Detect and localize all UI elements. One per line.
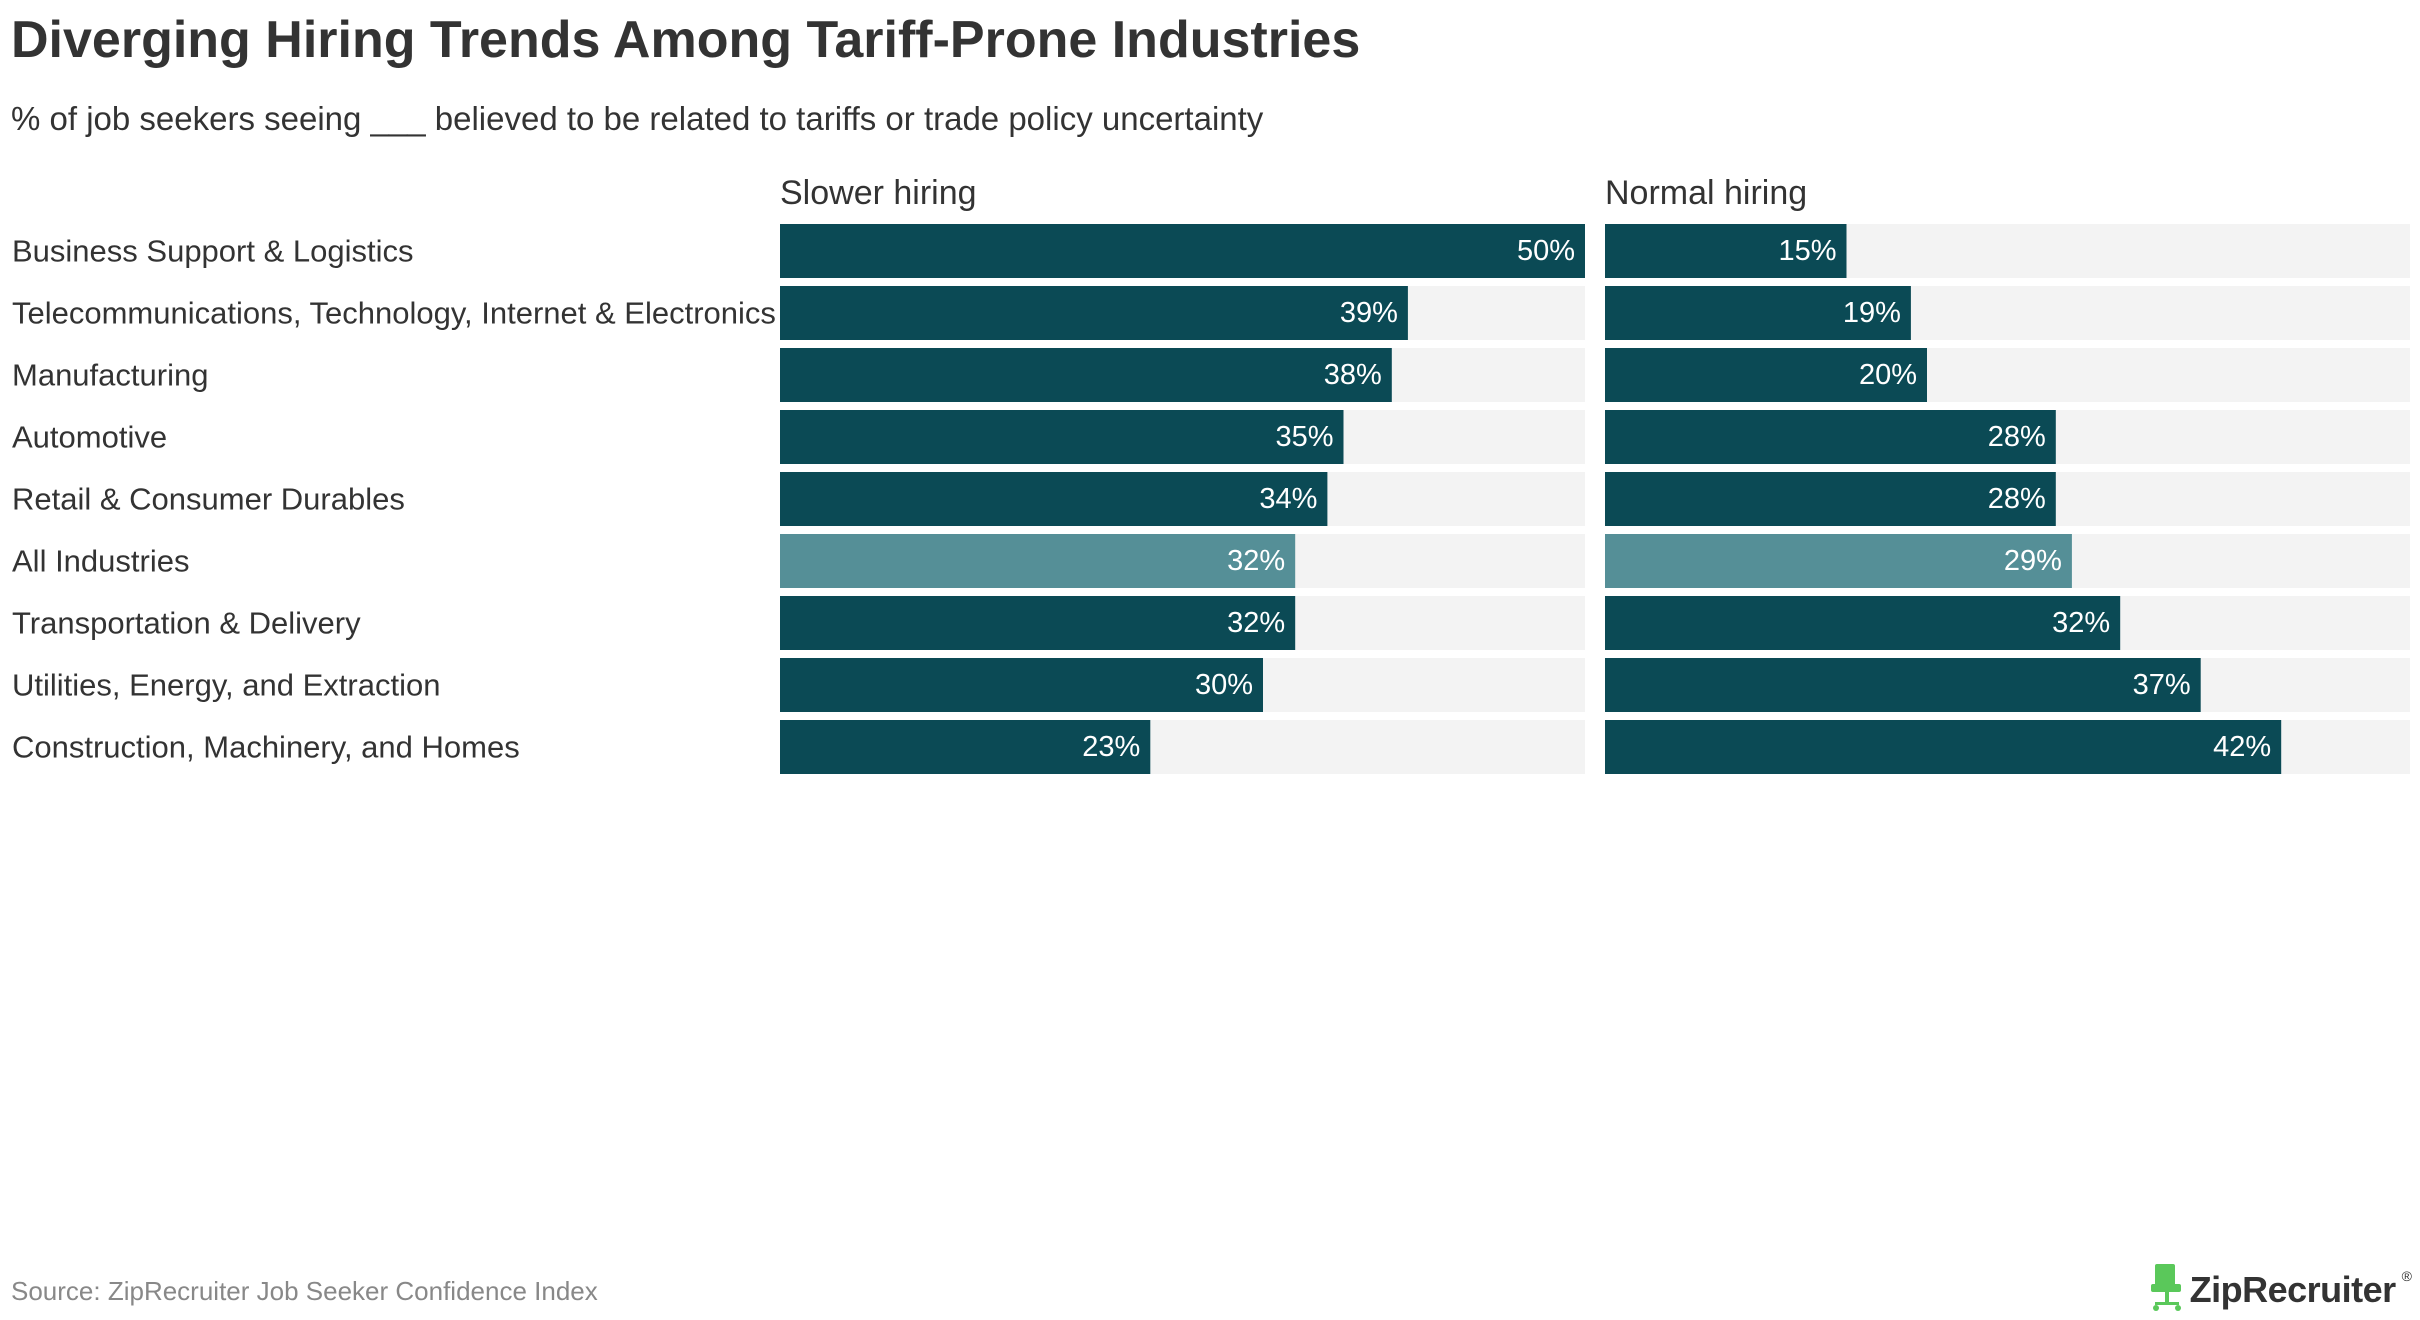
data-label: 30%: [1195, 669, 1253, 701]
bar: [780, 472, 1328, 526]
bar: [780, 658, 1263, 712]
brand-registered-mark: ®: [2401, 1268, 2412, 1284]
category-label: Automotive: [12, 420, 167, 455]
data-label: 42%: [2213, 731, 2271, 763]
data-label: 50%: [1517, 235, 1575, 267]
chart-title: Diverging Hiring Trends Among Tariff-Pro…: [11, 11, 1361, 69]
bar: [1605, 410, 2056, 464]
data-label: 34%: [1259, 483, 1317, 515]
category-label: Retail & Consumer Durables: [12, 482, 405, 517]
category-label: Construction, Machinery, and Homes: [12, 730, 520, 765]
bar: [780, 534, 1296, 588]
chart-subtitle: % of job seekers seeing ___ believed to …: [11, 100, 1264, 137]
data-label: 28%: [1988, 483, 2046, 515]
data-label: 15%: [1778, 235, 1836, 267]
category-label: Telecommunications, Technology, Internet…: [12, 296, 776, 331]
bar: [1605, 224, 1847, 278]
bar: [1605, 534, 2072, 588]
data-label: 32%: [1227, 545, 1285, 577]
bar: [780, 348, 1392, 402]
bar: [780, 286, 1408, 340]
bar: [1605, 286, 1911, 340]
data-label: 19%: [1843, 297, 1901, 329]
source-note: Source: ZipRecruiter Job Seeker Confiden…: [11, 1276, 598, 1306]
bar: [1605, 596, 2121, 650]
panel-title: Slower hiring: [780, 174, 977, 212]
panel-title: Normal hiring: [1605, 174, 1807, 212]
data-label: 32%: [2052, 607, 2110, 639]
data-label: 38%: [1324, 359, 1382, 391]
data-label: 20%: [1859, 359, 1917, 391]
data-label: 28%: [1988, 421, 2046, 453]
data-label: 37%: [2133, 669, 2191, 701]
bar: [780, 224, 1585, 278]
data-label: 29%: [2004, 545, 2062, 577]
bar: [1605, 348, 1927, 402]
brand-logo: ZipRecruiter ®: [2150, 1262, 2412, 1317]
category-label: Transportation & Delivery: [12, 606, 361, 641]
data-label: 35%: [1275, 421, 1333, 453]
bar: [780, 596, 1296, 650]
brand-name: ZipRecruiter: [2189, 1268, 2397, 1310]
category-label: Business Support & Logistics: [12, 234, 414, 269]
category-label: Manufacturing: [12, 358, 208, 393]
category-label: Utilities, Energy, and Extraction: [12, 668, 440, 703]
bar: [1605, 472, 2056, 526]
category-label: All Industries: [12, 544, 189, 579]
data-label: 32%: [1227, 607, 1285, 639]
bar: [780, 720, 1151, 774]
data-label: 39%: [1340, 297, 1398, 329]
bar: [780, 410, 1344, 464]
bar: [1605, 720, 2282, 774]
chair-icon: [2150, 1262, 2184, 1317]
data-label: 23%: [1082, 731, 1140, 763]
bar: [1605, 658, 2201, 712]
